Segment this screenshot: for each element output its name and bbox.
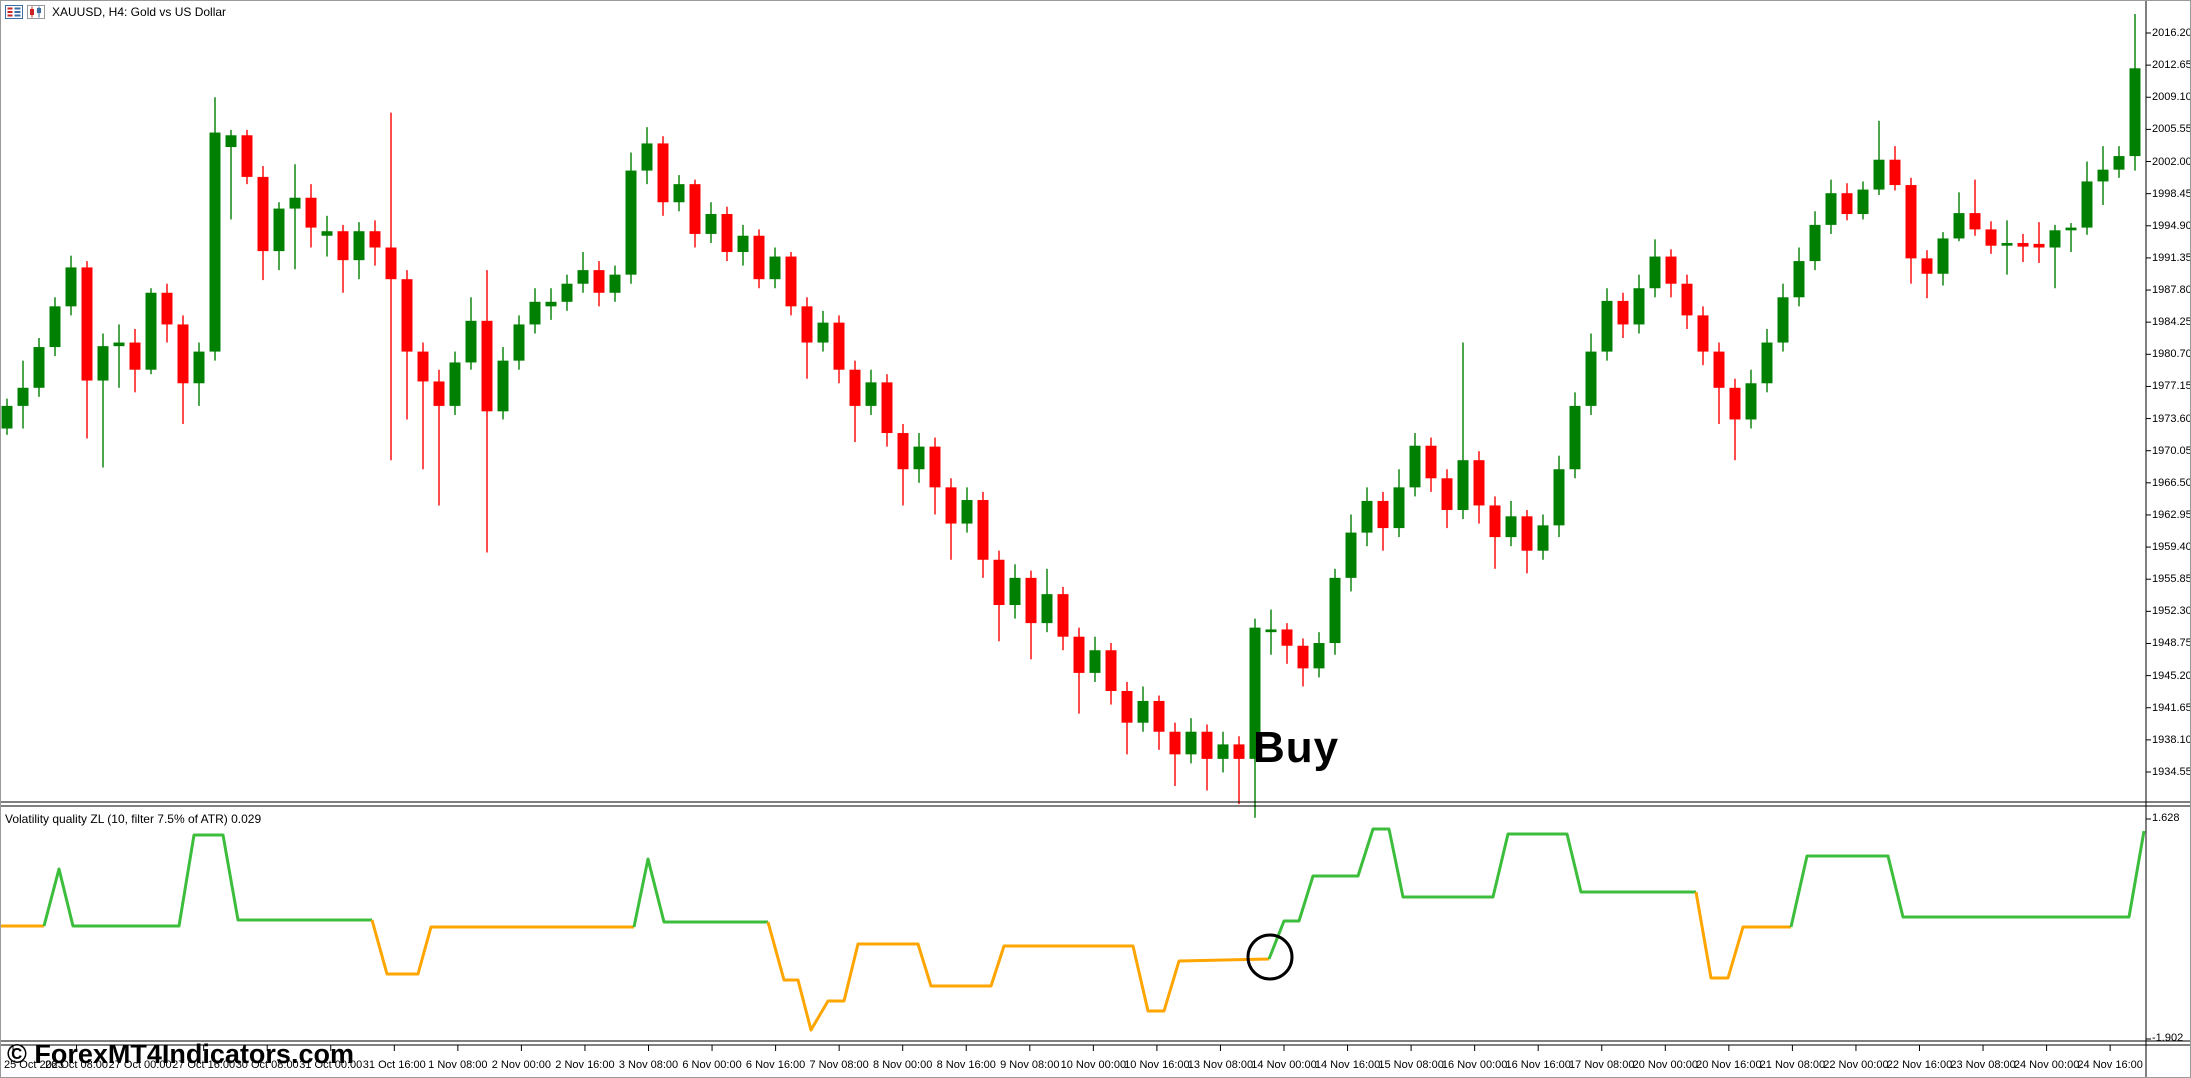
- chart-title-bar: XAUUSD, H4: Gold vs US Dollar: [5, 4, 226, 20]
- time-axis-label: 31 Oct 16:00: [362, 1059, 426, 1071]
- price-axis-label: 1934.55: [2152, 765, 2191, 778]
- price-axis-label: 1952.30: [2152, 605, 2191, 618]
- time-axis-label: 15 Nov 08:00: [1378, 1059, 1444, 1071]
- time-axis-label: 21 Nov 08:00: [1759, 1059, 1826, 1071]
- price-axis-label: 1941.65: [2152, 701, 2191, 714]
- time-axis-label: 10 Nov 16:00: [1124, 1059, 1190, 1071]
- time-axis-label: 9 Nov 08:00: [1000, 1059, 1060, 1071]
- time-axis-label: 2 Nov 00:00: [491, 1059, 552, 1071]
- buy-signal-label: Buy: [1253, 723, 1340, 772]
- time-axis-label: 14 Nov 00:00: [1251, 1059, 1317, 1071]
- price-axis-label: 1959.40: [2152, 541, 2191, 554]
- price-axis-label: 1945.20: [2152, 669, 2191, 682]
- price-axis-label: 1977.15: [2152, 380, 2191, 393]
- time-axis-label: 22 Nov 00:00: [1823, 1059, 1889, 1071]
- time-axis-label: 27 Oct 16:00: [172, 1059, 236, 1071]
- circle-annotation: [1246, 933, 1294, 981]
- time-axis-label: 6 Nov 16:00: [745, 1059, 806, 1071]
- price-axis-label: 2005.55: [2152, 123, 2191, 136]
- watermark: © ForexMT4Indicators.com: [7, 1039, 354, 1069]
- candlestick-chart-icon: [27, 5, 45, 19]
- price-axis-label: 1962.95: [2152, 508, 2191, 521]
- price-axis-label: 1973.60: [2152, 412, 2191, 425]
- time-axis-label: 8 Nov 16:00: [936, 1059, 996, 1071]
- indicator-label: Volatility quality ZL (10, filter 7.5% o…: [5, 812, 262, 826]
- time-axis-label: 27 Oct 00:00: [108, 1059, 172, 1071]
- time-axis-label: 16 Nov 16:00: [1505, 1059, 1571, 1071]
- time-axis-label: 25 Oct 2023: [4, 1059, 64, 1071]
- price-axis-label: 1998.45: [2152, 187, 2191, 200]
- symbol-title: XAUUSD, H4: Gold vs US Dollar: [52, 5, 227, 19]
- time-axis-label: 20 Nov 00:00: [1632, 1059, 1699, 1071]
- time-axis-label: 26 Oct 08:00: [45, 1059, 109, 1071]
- indicator-scale-max: 1.628: [2152, 812, 2180, 824]
- price-axis-label: 1966.50: [2152, 476, 2191, 489]
- price-axis-label: 1938.10: [2152, 733, 2191, 746]
- price-axis-label: 1987.80: [2152, 284, 2191, 297]
- time-axis-label: 3 Nov 08:00: [618, 1059, 679, 1071]
- time-axis-label: 1 Nov 08:00: [428, 1059, 488, 1071]
- price-axis-label: 1994.90: [2152, 219, 2191, 232]
- price-axis-label: 2016.20: [2152, 27, 2191, 39]
- time-axis-label: 10 Nov 00:00: [1060, 1059, 1127, 1071]
- indicator-scale-min: -1.902: [2152, 1032, 2184, 1044]
- time-axis-label: 24 Nov 16:00: [2077, 1059, 2143, 1071]
- time-axis-label: 17 Nov 08:00: [1569, 1059, 1635, 1071]
- candlestick-series: [1, 13, 2141, 818]
- time-axis-label: 7 Nov 08:00: [809, 1059, 869, 1071]
- time-axis-label: 30 Oct 08:00: [235, 1059, 299, 1071]
- report-grid-icon: [5, 5, 23, 19]
- time-axis-label: 20 Nov 16:00: [1696, 1059, 1762, 1071]
- time-axis-label: 8 Nov 00:00: [873, 1059, 933, 1071]
- price-axis-label: 1991.35: [2152, 251, 2191, 264]
- time-axis-label: 31 Oct 00:00: [299, 1059, 363, 1071]
- price-axis-label: 1970.05: [2152, 444, 2191, 457]
- price-axis-label: 2002.00: [2152, 155, 2191, 168]
- price-axis-label: 1948.75: [2152, 637, 2191, 650]
- time-axis-label: 2 Nov 16:00: [555, 1059, 615, 1071]
- time-axis-label: 24 Nov 00:00: [2013, 1059, 2080, 1071]
- time-axis-label: 14 Nov 16:00: [1314, 1059, 1381, 1071]
- price-axis-label: 1955.85: [2152, 573, 2191, 586]
- price-axis-label: 2009.10: [2152, 91, 2191, 104]
- time-axis-label: 22 Nov 16:00: [1886, 1059, 1953, 1071]
- price-axis-label: 1984.25: [2152, 316, 2191, 329]
- price-axis-label: 2012.65: [2152, 59, 2191, 72]
- price-axis-label: 1980.70: [2152, 348, 2191, 361]
- time-axis-label: 6 Nov 00:00: [682, 1059, 742, 1071]
- time-axis-label: 23 Nov 08:00: [1950, 1059, 2016, 1071]
- time-axis-label: 13 Nov 08:00: [1187, 1059, 1254, 1071]
- volatility-quality-indicator-line: [1, 827, 2146, 1032]
- time-axis-label: 16 Nov 00:00: [1441, 1059, 1508, 1071]
